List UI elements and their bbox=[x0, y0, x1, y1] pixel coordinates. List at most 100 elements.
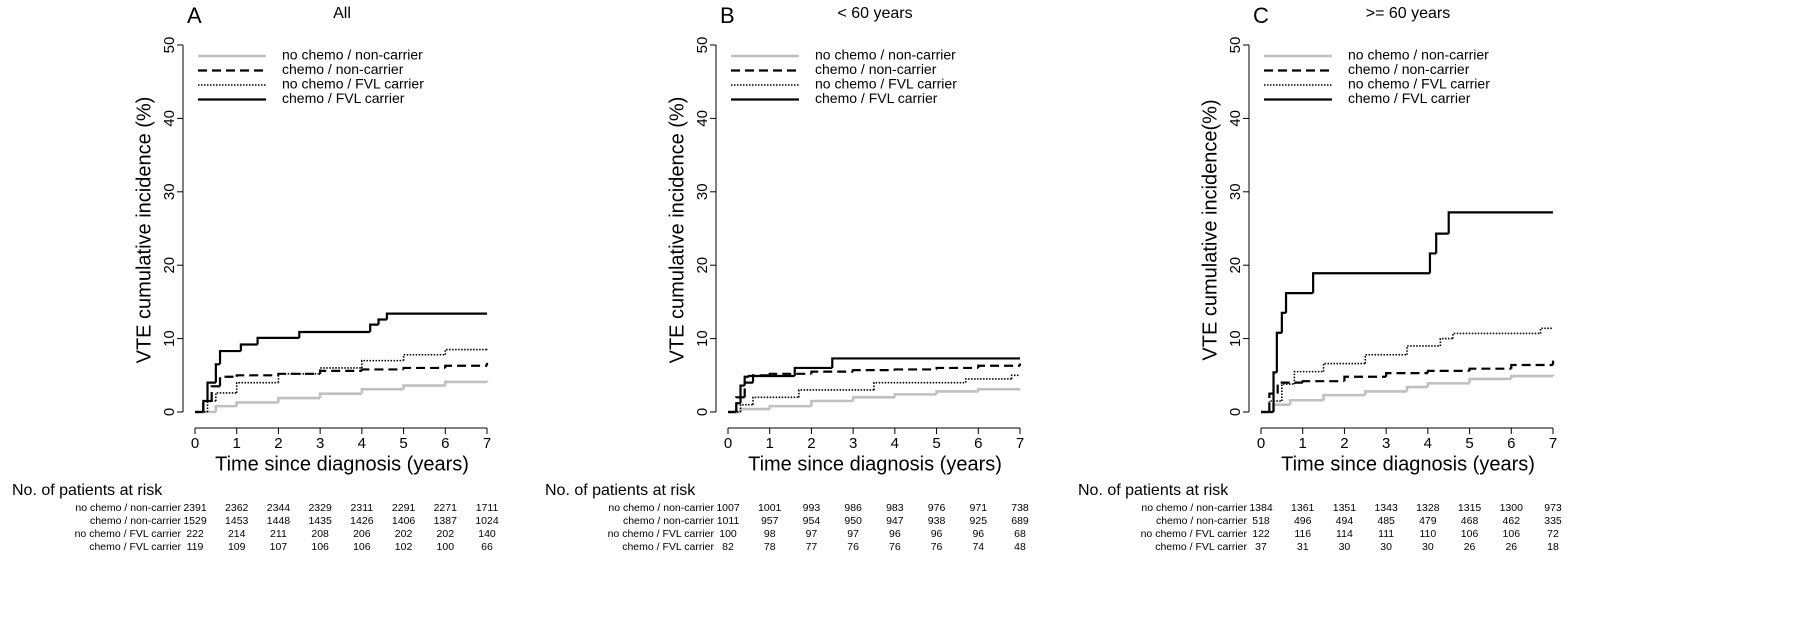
risk-count: 214 bbox=[228, 528, 246, 540]
x-tick-label: 2 bbox=[807, 435, 815, 452]
y-tick-label: 10 bbox=[694, 330, 711, 347]
step-segment bbox=[1426, 382, 1470, 388]
legend-label: no chemo / non-carrier bbox=[1348, 47, 1489, 63]
y-tick-label: 50 bbox=[1227, 37, 1244, 54]
x-tick-label: 4 bbox=[1424, 435, 1432, 452]
risk-count: 2311 bbox=[351, 502, 374, 514]
y-tick-label: 0 bbox=[1227, 408, 1244, 416]
risk-count: 102 bbox=[395, 541, 413, 553]
panel-letter: A bbox=[187, 3, 202, 28]
risk-count: 100 bbox=[437, 541, 455, 553]
risk-count: 106 bbox=[1461, 528, 1479, 540]
risk-count: 1435 bbox=[308, 515, 332, 527]
risk-row-label: no chemo / FVL carrier bbox=[1141, 528, 1248, 540]
risk-count: 518 bbox=[1252, 515, 1270, 527]
step-segment bbox=[1509, 374, 1553, 379]
step-segment bbox=[873, 381, 966, 390]
step-segment bbox=[444, 364, 487, 368]
step-segment bbox=[1363, 390, 1407, 396]
risk-count: 206 bbox=[353, 528, 371, 540]
step-segment bbox=[810, 370, 854, 374]
risk-count: 96 bbox=[889, 528, 901, 540]
step-segment bbox=[1284, 291, 1314, 313]
risk-count: 77 bbox=[806, 541, 818, 553]
risk-count: 986 bbox=[844, 502, 862, 514]
step-segment bbox=[1447, 211, 1553, 234]
y-tick-label: 20 bbox=[694, 257, 711, 274]
risk-count: 76 bbox=[847, 541, 859, 553]
step-segment bbox=[793, 366, 833, 377]
y-tick-label: 30 bbox=[1227, 183, 1244, 200]
x-tick-label: 1 bbox=[233, 435, 241, 452]
step-segment bbox=[1510, 363, 1553, 369]
risk-count: 110 bbox=[1419, 528, 1436, 540]
step-segment bbox=[256, 336, 300, 345]
risk-count: 109 bbox=[228, 541, 246, 553]
step-segment bbox=[1452, 332, 1541, 339]
legend-label: chemo / non-carrier bbox=[815, 61, 937, 77]
risk-count: 954 bbox=[803, 515, 821, 527]
step-segment bbox=[443, 380, 487, 386]
risk-count: 947 bbox=[886, 515, 904, 527]
risk-count: 983 bbox=[886, 502, 904, 514]
step-segment bbox=[1539, 327, 1553, 334]
step-segment bbox=[1288, 398, 1324, 405]
legend-label: chemo / FVL carrier bbox=[815, 90, 938, 106]
risk-count: 485 bbox=[1377, 515, 1395, 527]
step-segment bbox=[1426, 369, 1470, 374]
step-segment bbox=[768, 372, 812, 376]
x-tick-label: 1 bbox=[1299, 435, 1307, 452]
risk-count: 140 bbox=[478, 528, 496, 540]
step-segment bbox=[1435, 232, 1449, 254]
x-tick-label: 2 bbox=[1340, 435, 1348, 452]
risk-row-label: no chemo / non-carrier bbox=[75, 502, 181, 514]
risk-table-title: No. of patients at risk bbox=[1078, 482, 1229, 499]
series bbox=[195, 380, 489, 414]
step-segment bbox=[1343, 375, 1387, 382]
risk-count: 26 bbox=[1505, 541, 1517, 553]
series bbox=[195, 312, 487, 414]
risk-count: 738 bbox=[1011, 502, 1029, 514]
step-segment bbox=[277, 396, 321, 403]
step-segment bbox=[202, 399, 208, 412]
x-tick-label: 6 bbox=[1507, 435, 1515, 452]
risk-count: 2362 bbox=[225, 502, 249, 514]
series bbox=[1261, 211, 1553, 414]
risk-count: 202 bbox=[395, 528, 413, 540]
risk-count: 1453 bbox=[225, 515, 249, 527]
risk-count: 96 bbox=[972, 528, 984, 540]
step-segment bbox=[831, 357, 1020, 368]
step-segment bbox=[1322, 362, 1366, 372]
x-tick-label: 4 bbox=[358, 435, 366, 452]
y-tick-label: 10 bbox=[1227, 330, 1244, 347]
legend-label: chemo / FVL carrier bbox=[1348, 90, 1471, 106]
step-segment bbox=[215, 392, 237, 401]
step-segment bbox=[1468, 377, 1512, 384]
step-segment bbox=[1385, 371, 1428, 377]
risk-row-label: chemo / FVL carrier bbox=[622, 541, 714, 553]
legend-label: no chemo / FVL carrier bbox=[282, 76, 424, 92]
y-axis-label: VTE cumulative incidence (%) bbox=[666, 97, 688, 364]
step-segment bbox=[298, 330, 371, 338]
step-segment bbox=[935, 366, 979, 370]
x-tick-label: 2 bbox=[274, 435, 282, 452]
risk-count: 97 bbox=[806, 528, 818, 540]
step-segment bbox=[810, 399, 854, 407]
y-tick-label: 50 bbox=[694, 37, 711, 54]
x-axis-label: Time since diagnosis (years) bbox=[748, 453, 1002, 475]
step-segment bbox=[218, 375, 237, 387]
step-segment bbox=[1312, 272, 1430, 294]
step-segment bbox=[214, 363, 221, 383]
legend-label: no chemo / FVL carrier bbox=[815, 76, 957, 92]
risk-count: 122 bbox=[1252, 528, 1270, 540]
risk-count: 1300 bbox=[1500, 502, 1524, 514]
x-tick-label: 3 bbox=[849, 435, 857, 452]
risk-count: 111 bbox=[1378, 528, 1394, 540]
step-segment bbox=[893, 393, 937, 398]
risk-count: 1448 bbox=[267, 515, 291, 527]
panel-letter: C bbox=[1253, 3, 1269, 28]
x-tick-label: 5 bbox=[1465, 435, 1473, 452]
step-segment bbox=[361, 359, 404, 368]
risk-count: 1361 bbox=[1291, 502, 1315, 514]
